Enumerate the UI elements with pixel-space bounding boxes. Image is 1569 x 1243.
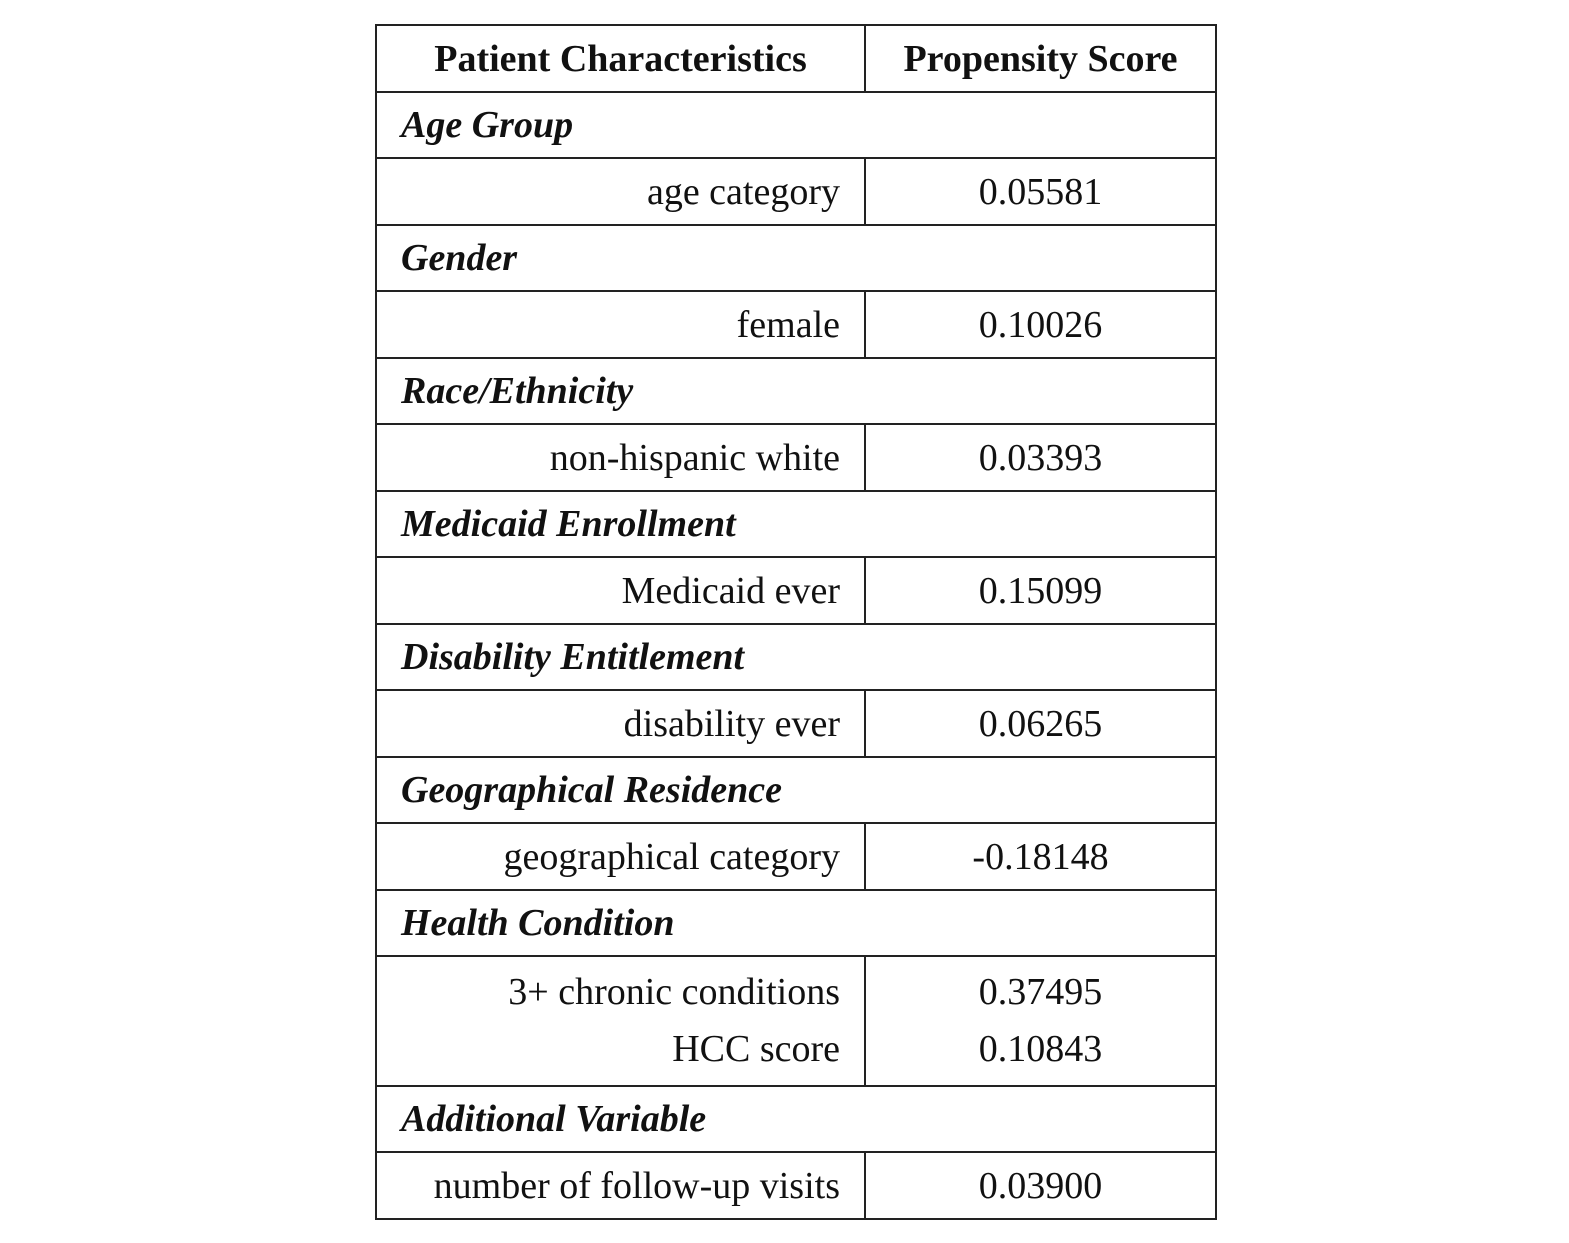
characteristic-label: 3+ chronic conditions [375,955,866,1020]
table-row: geographical category -0.18148 [375,822,1217,891]
characteristic-label: HCC score [375,1020,866,1087]
group-row-gender: Gender [375,224,1217,292]
group-title: Medicaid Enrollment [375,490,1217,558]
propensity-score-value: 0.06265 [864,689,1217,758]
table-row: female 0.10026 [375,290,1217,359]
table-row: non-hispanic white 0.03393 [375,423,1217,492]
table-body: Age Group age category 0.05581 Gender fe… [375,91,1217,1220]
characteristic-label: geographical category [375,822,866,891]
table-row: age category 0.05581 [375,157,1217,226]
group-title: Geographical Residence [375,756,1217,824]
group-row-additional-variable: Additional Variable [375,1085,1217,1153]
group-title: Gender [375,224,1217,292]
characteristic-label: female [375,290,866,359]
propensity-score-table-container: Patient Characteristics Propensity Score… [375,24,1217,1220]
table-row: HCC score 0.10843 [375,1020,1217,1087]
propensity-score-value: -0.18148 [864,822,1217,891]
table-row: disability ever 0.06265 [375,689,1217,758]
group-title: Health Condition [375,889,1217,957]
propensity-score-value: 0.05581 [864,157,1217,226]
propensity-score-table: Patient Characteristics Propensity Score… [375,24,1217,1220]
header-row: Patient Characteristics Propensity Score [375,24,1217,93]
propensity-score-value: 0.10026 [864,290,1217,359]
table-row: 3+ chronic conditions 0.37495 [375,955,1217,1020]
group-row-health-condition: Health Condition [375,889,1217,957]
group-row-disability-entitlement: Disability Entitlement [375,623,1217,691]
group-row-medicaid-enrollment: Medicaid Enrollment [375,490,1217,558]
propensity-score-value: 0.15099 [864,556,1217,625]
group-title: Additional Variable [375,1085,1217,1153]
group-row-geographical-residence: Geographical Residence [375,756,1217,824]
table-header: Patient Characteristics Propensity Score [375,24,1217,93]
characteristic-label: disability ever [375,689,866,758]
group-title: Disability Entitlement [375,623,1217,691]
header-patient-characteristics: Patient Characteristics [375,24,866,93]
group-row-age-group: Age Group [375,91,1217,159]
propensity-score-value: 0.10843 [864,1020,1217,1087]
group-title: Race/Ethnicity [375,357,1217,425]
propensity-score-value: 0.37495 [864,955,1217,1020]
table-row: Medicaid ever 0.15099 [375,556,1217,625]
table-row: number of follow-up visits 0.03900 [375,1151,1217,1220]
group-row-race-ethnicity: Race/Ethnicity [375,357,1217,425]
characteristic-label: age category [375,157,866,226]
characteristic-label: Medicaid ever [375,556,866,625]
characteristic-label: non-hispanic white [375,423,866,492]
header-propensity-score: Propensity Score [864,24,1217,93]
characteristic-label: number of follow-up visits [375,1151,866,1220]
group-title: Age Group [375,91,1217,159]
propensity-score-value: 0.03393 [864,423,1217,492]
propensity-score-value: 0.03900 [864,1151,1217,1220]
